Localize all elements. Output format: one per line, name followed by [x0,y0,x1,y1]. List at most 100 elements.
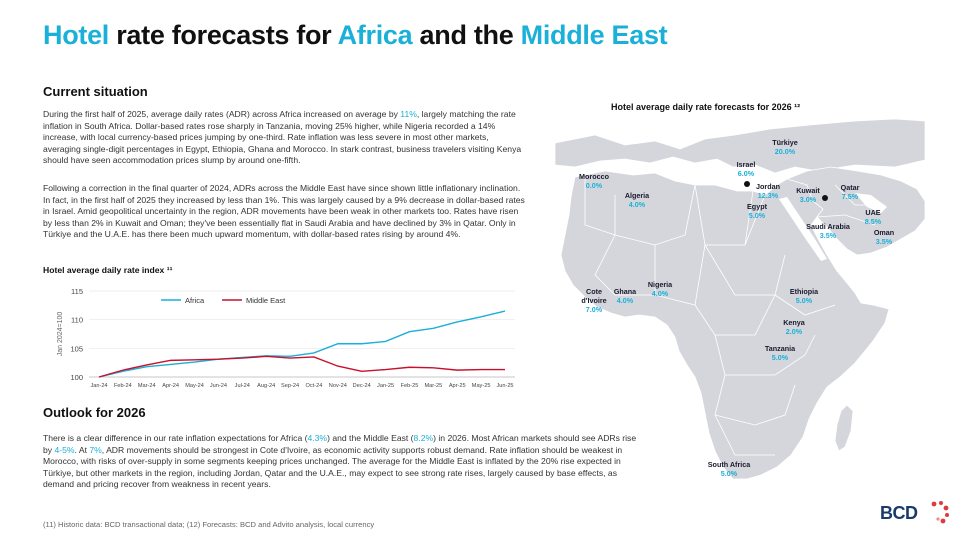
text-run: ) in 2026. Most African markets should s… [43,433,637,455]
country-name: Oman [873,228,895,237]
highlight-value: 7% [89,444,102,455]
map-country-label: Ethiopia 5.0% [774,287,834,305]
arabia-shape [785,166,926,256]
map-country-label: Türkiye 20.0% [755,138,815,156]
map-country-label: Jordan 12.3% [738,182,798,200]
country-forecast-value: 3.5% [875,237,893,246]
country-forecast-value: 4.0% [616,296,634,305]
map-country-label: Tanzania 5.0% [750,344,810,362]
europe-shape [554,118,926,174]
country-name: UAE [865,208,881,217]
map-country-label: Cote d'Ivoire 7.0% [564,287,624,314]
map-country-label: Egypt 5.0% [727,202,787,220]
text-run: During the first half of 2025, average d… [43,109,401,119]
x-tick-label: Apr-24 [162,383,179,389]
africa-shape [560,170,890,480]
country-forecast-value: 8.5% [864,217,882,226]
series-line-middle-east [98,355,505,378]
y-axis-label: Jan 2024=100 [57,312,64,357]
x-tick-label: Feb-24 [114,383,132,389]
country-forecast-value: 4.0% [651,289,669,298]
jordan-marker [744,181,750,187]
title-part: and the [412,20,521,50]
country-borders [584,177,885,456]
series-line-africa [98,310,506,378]
highlight-value: 4.3% [307,433,328,443]
page-title: Hotel rate forecasts for Africa and the … [43,20,668,51]
x-tick-label: Jan-24 [90,383,107,389]
country-forecast-value: 4.0% [628,200,646,209]
country-name: Saudi Arabia [806,222,850,231]
madagascar-shape [834,404,854,452]
country-name: Jordan [756,182,780,191]
country-name: Morocco [579,172,609,181]
x-tick-label: Dec-24 [353,383,371,389]
x-tick-label: Sep-24 [281,383,299,389]
text-run: There is a clear difference in our rate … [43,433,308,443]
y-tick-label: 115 [71,287,83,296]
bcd-logo-dots-icon [931,501,949,524]
map-country-label: Kenya 2.0% [764,318,824,336]
title-part: Middle East [520,20,668,50]
line-chart-svg: 100 105 110 115 Jan 2024=100 Jan-24 Feb-24 Mar-… [57,287,515,389]
country-forecast-value: 5.0% [748,211,766,220]
highlight-value: 4-5% [54,444,75,455]
map-country-label: Oman 3.5% [854,228,914,246]
map-country-label: Kuwait 3.0% [778,186,838,204]
country-forecast-value: 5.0% [720,469,738,478]
red-sea [779,197,827,261]
current-paragraph-2: Following a correction in the final quar… [43,183,525,240]
map-country-label: South Africa 5.0% [699,460,759,478]
x-tick-label: Nov-24 [329,383,347,389]
country-name: Nigeria [647,280,673,289]
country-name: Egypt [747,202,767,211]
map-svg [554,118,926,480]
x-tick-label: Oct-24 [306,383,323,389]
country-name: Ghana [613,287,637,296]
country-name: Ethiopia [789,287,819,296]
map-country-label: Saudi Arabia 3.5% [798,222,858,240]
country-forecast-value: 5.0% [771,353,789,362]
y-tick-label: 100 [70,373,83,382]
map-title: Hotel average daily rate forecasts for 2… [611,102,801,112]
uae-marker [822,195,828,201]
x-tick-label: May-24 [185,383,204,389]
country-forecast-value: 3.0% [799,195,817,204]
x-tick-label: Aug-24 [257,383,275,389]
country-name: Tanzania [764,344,796,353]
outlook-heading: Outlook for 2026 [43,405,146,420]
title-part: Africa [337,20,413,50]
country-name: Cote d'Ivoire [581,287,607,305]
country-forecast-value: 6.0% [737,169,755,178]
country-forecast-value: 5.0% [795,296,813,305]
country-name: Kenya [783,318,805,327]
legend-label: Africa [185,296,205,305]
persian-gulf [855,193,887,213]
x-tick-label: Jul-24 [235,383,250,389]
map-country-label: Algeria 4.0% [607,191,667,209]
text-run: ) and the Middle East ( [327,433,414,443]
current-situation-heading: Current situation [43,84,148,99]
x-tick-label: May-25 [472,383,491,389]
bcd-logo: BCD [880,503,918,523]
country-name: Algeria [624,191,650,200]
country-name: Türkiye [772,138,798,147]
current-paragraph-1: During the first half of 2025, average d… [43,109,528,167]
rate-index-chart: 100 105 110 115 Jan 2024=100 Jan-24 Feb-24 Mar-… [43,280,525,395]
text-run: , largely matching the rate inflation in… [43,109,522,166]
text-run: , ADR movements should be strongest in C… [43,444,623,490]
country-name: Israel [736,160,756,169]
country-forecast-value: 12.3% [757,191,779,200]
country-name: South Africa [707,460,751,469]
country-forecast-value: 7.0% [585,305,603,314]
x-tick-label: Apr-25 [449,383,466,389]
country-forecast-value: 7.5% [841,192,859,201]
africa-middle-east-map [554,115,926,515]
outlook-paragraph: There is a clear difference in our rate … [43,433,643,491]
x-tick-label: Mar-24 [138,383,156,389]
country-forecast-value: 0.0% [585,181,603,190]
x-tick-label: Mar-25 [424,383,442,389]
map-country-label: UAE 8.5% [843,208,903,226]
text-run: . At [74,444,90,455]
legend-label: Middle East [246,296,286,305]
